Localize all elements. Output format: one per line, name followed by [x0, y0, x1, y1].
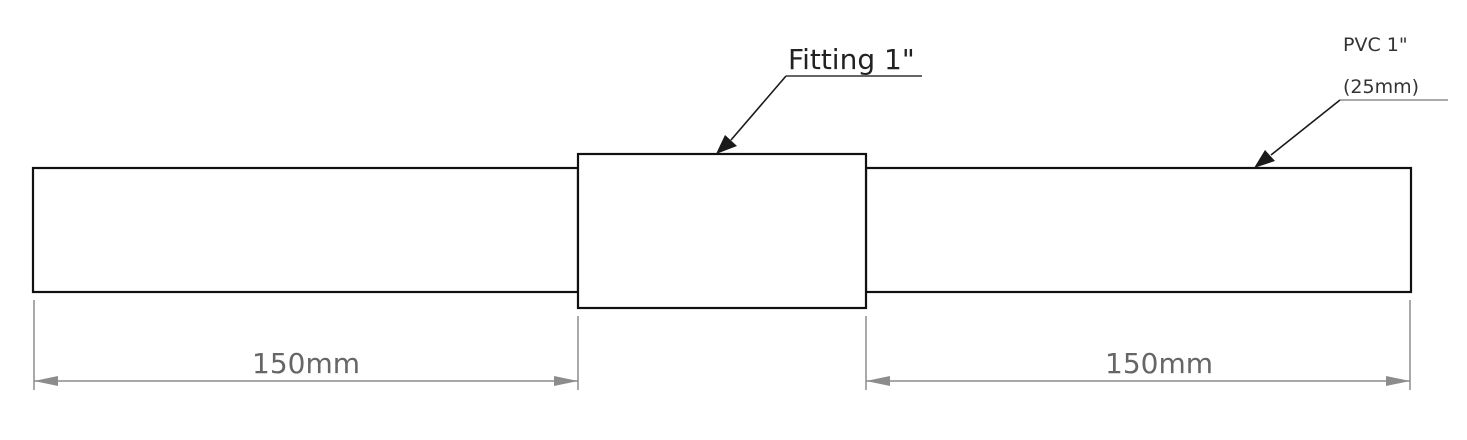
left-dimension: 150mm [33, 300, 579, 390]
left-dimension-value: 150mm [252, 347, 360, 380]
pipe-leader-arrowhead [1254, 150, 1275, 168]
fitting-leader-line [730, 75, 787, 141]
fitting-callout: Fitting 1" [716, 43, 922, 154]
fitting-coupling [576, 152, 868, 310]
fitting-label: Fitting 1" [788, 43, 915, 76]
right-dimension-value: 150mm [1105, 347, 1213, 380]
pipe-leader-line [1270, 99, 1341, 156]
left-pipe-segment [31, 166, 580, 294]
right-dim-arrow-start [866, 376, 890, 386]
pipe-metric-label: (25mm) [1343, 76, 1419, 98]
right-dim-arrow-end [1386, 376, 1410, 386]
right-pipe-segment [864, 166, 1413, 294]
left-dim-arrow-end [554, 376, 578, 386]
pipe-size-label: PVC 1" [1343, 34, 1408, 56]
left-dim-arrow-start [34, 376, 58, 386]
right-dimension: 150mm [865, 300, 1411, 390]
fitting-leader-arrowhead [716, 135, 737, 154]
pipe-callout: PVC 1" (25mm) [1254, 34, 1448, 168]
